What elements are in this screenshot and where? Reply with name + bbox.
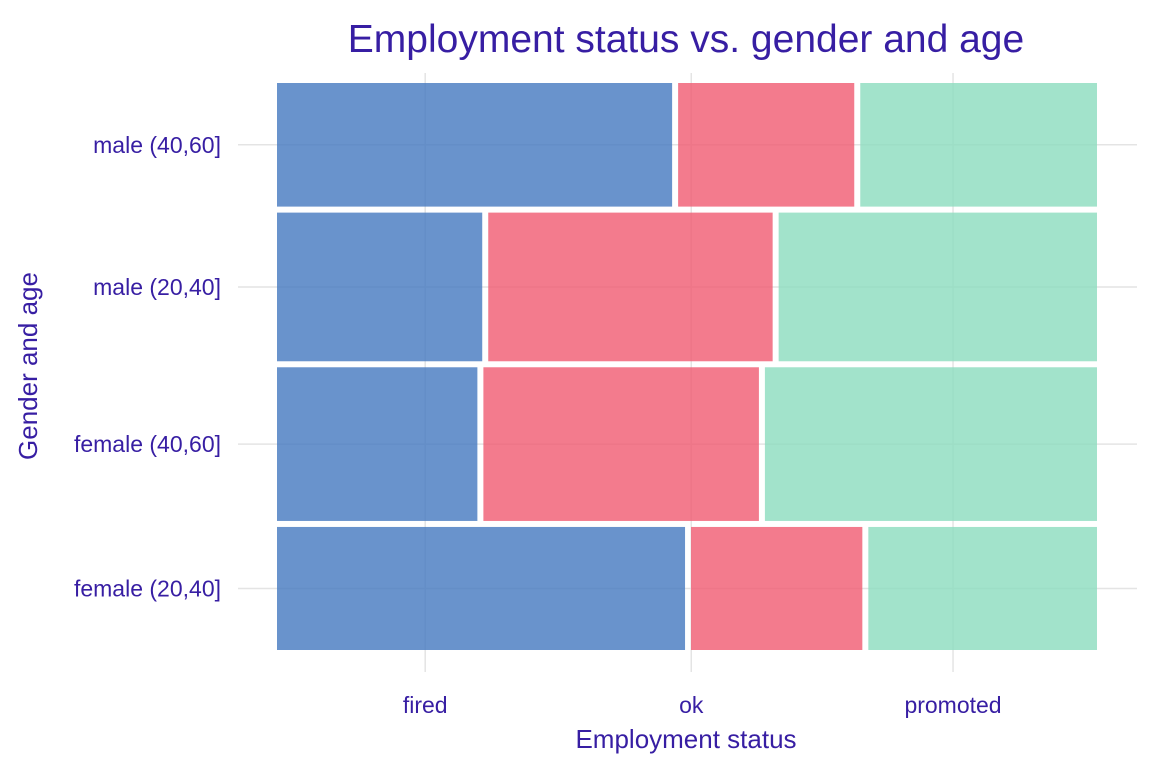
x-tick-label: ok (679, 692, 704, 718)
y-tick-label: male (40,60] (93, 132, 221, 158)
tile-promoted (860, 83, 1097, 207)
y-tick-label: male (20,40] (93, 274, 221, 300)
y-tick-label: female (40,60] (74, 431, 221, 457)
tile-ok (691, 526, 863, 650)
x-tick-label: promoted (904, 692, 1001, 718)
tile-promoted (868, 526, 1097, 650)
tile-ok (483, 367, 759, 521)
labels-layer: Employment status vs. gender and age Emp… (13, 18, 1024, 754)
tile-promoted (778, 212, 1097, 362)
tile-fired (277, 367, 478, 521)
tile-fired (277, 212, 483, 362)
chart-title: Employment status vs. gender and age (348, 18, 1024, 61)
tiles-layer (277, 83, 1097, 650)
x-axis-label: Employment status (575, 724, 796, 754)
y-axis-label: Gender and age (13, 272, 43, 460)
tile-ok (678, 83, 855, 207)
tile-fired (277, 526, 686, 650)
tile-promoted (764, 367, 1097, 521)
tile-ok (488, 212, 773, 362)
tile-fired (277, 83, 673, 207)
x-tick-label: fired (403, 692, 448, 718)
y-tick-label: female (20,40] (74, 575, 221, 601)
